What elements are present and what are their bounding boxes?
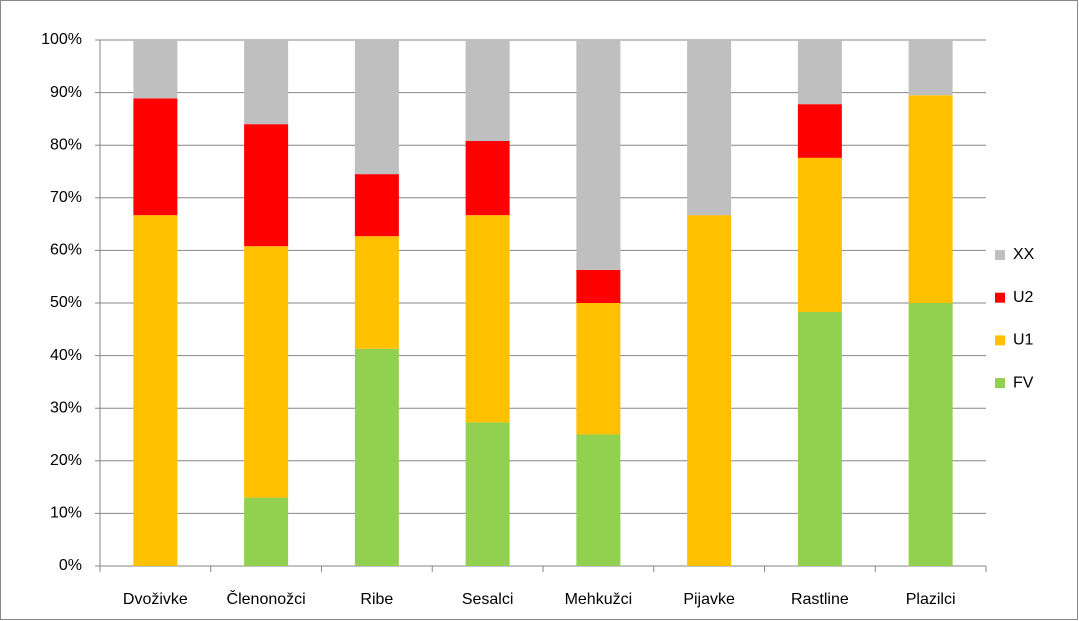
legend-swatch bbox=[995, 250, 1005, 260]
legend-label: FV bbox=[1013, 374, 1034, 391]
x-tick-label: Pijavke bbox=[683, 591, 735, 608]
bar-segment bbox=[354, 174, 399, 237]
legend-label: U2 bbox=[1013, 289, 1034, 306]
y-tick-label: 30% bbox=[50, 399, 82, 416]
bar-segment bbox=[576, 269, 621, 303]
bar-segment bbox=[465, 215, 510, 423]
bar-segment bbox=[576, 303, 621, 435]
x-tick-label: Ribe bbox=[360, 591, 393, 608]
y-tick-label: 40% bbox=[50, 347, 82, 364]
bar-segment bbox=[797, 311, 842, 566]
bar-segment bbox=[908, 95, 953, 303]
bar-segment bbox=[133, 215, 178, 566]
x-tick-label: Členonožci bbox=[227, 589, 306, 608]
legend-swatch bbox=[995, 335, 1005, 346]
bar-segment bbox=[687, 40, 732, 216]
x-tick-label: Sesalci bbox=[462, 591, 514, 608]
y-tick-label: 20% bbox=[50, 452, 82, 469]
bar-segment bbox=[244, 40, 289, 125]
bar-segment bbox=[354, 348, 399, 566]
bar-segment bbox=[133, 98, 178, 216]
bar-segment bbox=[244, 124, 289, 247]
bar-segment bbox=[797, 157, 842, 312]
bar-segment bbox=[908, 303, 953, 566]
y-tick-label: 0% bbox=[59, 557, 82, 574]
bar-segment bbox=[687, 215, 732, 566]
bar-segment bbox=[354, 40, 399, 175]
bar-segment bbox=[133, 40, 178, 99]
y-tick-label: 100% bbox=[41, 31, 82, 48]
x-tick-label: Mehkužci bbox=[565, 591, 633, 608]
x-tick-label: Rastline bbox=[791, 591, 849, 608]
bar-segment bbox=[797, 40, 842, 105]
y-tick-label: 10% bbox=[50, 505, 82, 522]
x-tick-label: Plazilci bbox=[906, 591, 956, 608]
x-tick-label: Dvoživke bbox=[123, 591, 188, 608]
bar-segment bbox=[465, 40, 510, 141]
bar-segment bbox=[354, 236, 399, 349]
y-tick-label: 70% bbox=[50, 189, 82, 206]
y-tick-label: 90% bbox=[50, 84, 82, 101]
bar-segment bbox=[908, 40, 953, 96]
legend-swatch bbox=[995, 378, 1005, 389]
legend-label: XX bbox=[1013, 246, 1035, 263]
bar-segment bbox=[465, 422, 510, 566]
y-tick-label: 60% bbox=[50, 242, 82, 259]
bar-segment bbox=[797, 104, 842, 158]
legend-swatch bbox=[995, 292, 1005, 303]
bar-segment bbox=[576, 434, 621, 566]
bar-segment bbox=[465, 140, 510, 216]
y-tick-label: 80% bbox=[50, 136, 82, 153]
bar-segment bbox=[576, 40, 621, 270]
y-tick-label: 50% bbox=[50, 294, 82, 311]
bar-segment bbox=[244, 497, 289, 566]
legend-label: U1 bbox=[1013, 332, 1034, 349]
bar-segment bbox=[244, 246, 289, 498]
